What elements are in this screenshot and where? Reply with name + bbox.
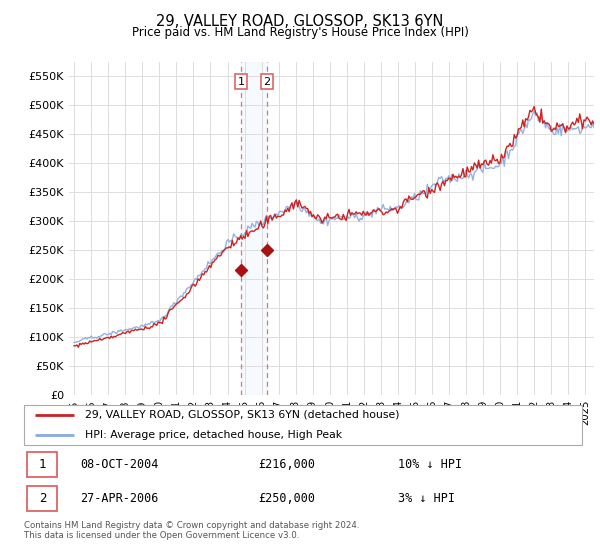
Text: 29, VALLEY ROAD, GLOSSOP, SK13 6YN: 29, VALLEY ROAD, GLOSSOP, SK13 6YN (157, 14, 443, 29)
Text: Contains HM Land Registry data © Crown copyright and database right 2024.
This d: Contains HM Land Registry data © Crown c… (24, 521, 359, 540)
Text: 1: 1 (238, 77, 244, 87)
Text: £250,000: £250,000 (259, 492, 316, 505)
Bar (241, 62, 267, 395)
Text: 3% ↓ HPI: 3% ↓ HPI (398, 492, 455, 505)
Text: 27-APR-2006: 27-APR-2006 (80, 492, 158, 505)
FancyBboxPatch shape (27, 486, 58, 511)
Text: 1: 1 (38, 458, 46, 471)
Text: £216,000: £216,000 (259, 458, 316, 471)
Text: 29, VALLEY ROAD, GLOSSOP, SK13 6YN (detached house): 29, VALLEY ROAD, GLOSSOP, SK13 6YN (deta… (85, 410, 400, 420)
Text: 2: 2 (263, 77, 271, 87)
FancyBboxPatch shape (27, 452, 58, 477)
Text: Price paid vs. HM Land Registry's House Price Index (HPI): Price paid vs. HM Land Registry's House … (131, 26, 469, 39)
Text: 10% ↓ HPI: 10% ↓ HPI (398, 458, 462, 471)
Text: 2: 2 (38, 492, 46, 505)
Text: 08-OCT-2004: 08-OCT-2004 (80, 458, 158, 471)
FancyBboxPatch shape (24, 405, 582, 445)
Text: HPI: Average price, detached house, High Peak: HPI: Average price, detached house, High… (85, 430, 343, 440)
